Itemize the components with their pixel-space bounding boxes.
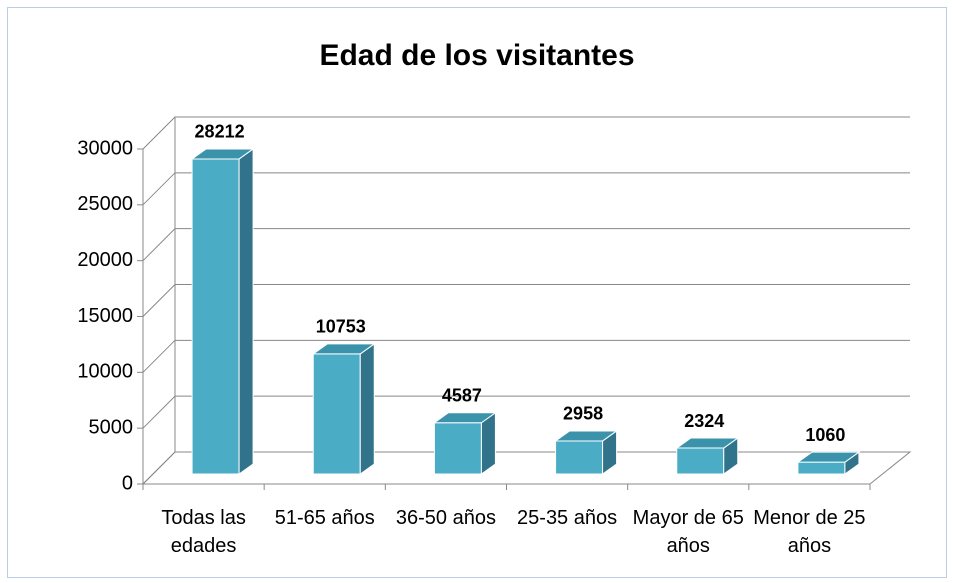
grid-line [142,339,910,373]
x-tick-label: Menor de 25 años [753,507,866,557]
bar [432,411,497,475]
grid-line [142,451,910,485]
bar-front [312,353,361,475]
bar [796,451,861,475]
x-tick-label: 36-50 años [395,507,496,529]
y-tick-label: 15000 [77,305,133,327]
chart-title: Edad de los visitantes [319,39,634,72]
bar-front [676,447,725,475]
x-tick-label: 51-65 años [274,507,375,529]
grid-line [142,172,910,206]
bar-front [555,440,604,475]
bar [190,147,255,475]
bar [554,429,619,475]
x-tick-label: 25-35 años [517,507,618,529]
bar-front [433,422,482,475]
data-label: 28212 [195,122,245,142]
bar-top [190,148,255,160]
grid-line [142,284,910,317]
data-label: 4587 [442,386,482,406]
data-label: 10753 [316,317,366,337]
bar-side [238,147,254,475]
bar-side [359,342,375,475]
y-tick-label: 10000 [77,361,133,383]
y-tick-label: 25000 [77,193,133,215]
y-tick-label: 5000 [89,416,134,438]
y-tick-label: 30000 [77,137,133,159]
x-tick-label: Todas las edades [161,507,246,557]
grid-line [142,228,910,262]
grid-line [142,395,910,429]
bar-top [796,451,861,463]
data-label: 1060 [805,425,845,445]
y-tick-label: 0 [122,472,133,494]
chart-border [7,7,947,578]
x-tick-label: Mayor de 65 años [632,507,744,557]
bar [675,437,740,475]
grid-line [142,116,910,150]
bar-side [480,411,496,475]
y-tick-label: 20000 [77,249,133,271]
bar-top [432,412,497,424]
bar-top [311,343,376,355]
bar [311,342,376,475]
bar-top [554,430,619,442]
bar-front [191,158,240,475]
bar-front [797,461,846,475]
data-label: 2958 [563,404,603,424]
bar-top [675,437,740,449]
data-label: 2324 [684,411,724,431]
